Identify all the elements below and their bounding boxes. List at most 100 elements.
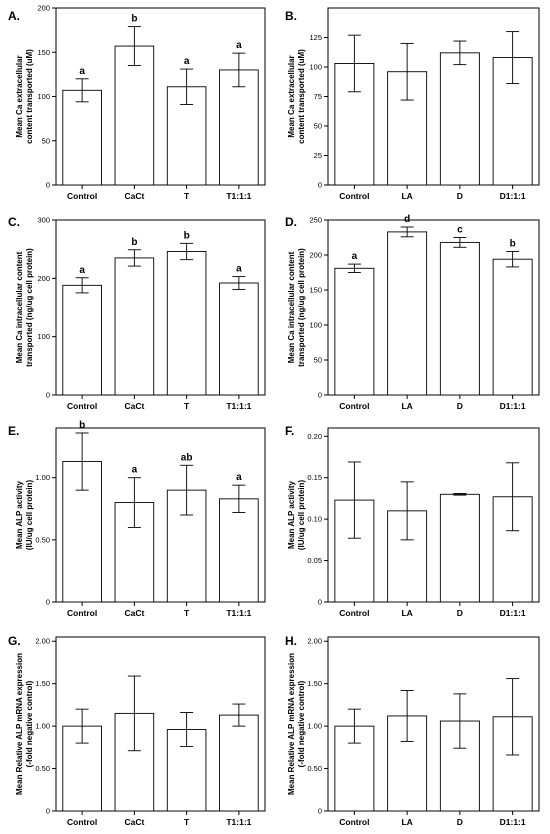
x-tick-label: T	[184, 401, 190, 411]
panel-label: G.	[8, 634, 21, 648]
plot-frame	[327, 219, 540, 396]
y-axis-label-line: Mean Ca intracellular content	[287, 251, 296, 363]
bar	[219, 498, 259, 603]
x-tick-label: Control	[339, 401, 369, 411]
y-tick-label: 0	[318, 391, 322, 400]
y-axis-label-line: (-fold negative control)	[297, 680, 306, 767]
y-tick-label: 75	[314, 92, 322, 101]
y-axis-label: Mean Ca extracellularcontent transported…	[287, 49, 306, 144]
bar	[114, 257, 155, 396]
y-axis-label-line: Mean Ca extracellular	[15, 55, 24, 137]
x-tick-label: D	[457, 401, 463, 411]
panel-d: D. 0 50 100 150 200 250 Mean Ca intracellular c…	[285, 214, 540, 411]
bar	[62, 284, 102, 396]
panel-a: A. 0 50 100 150 200 Mean Ca extracellularconte…	[8, 4, 266, 201]
y-tick-label: 0.20	[307, 432, 322, 441]
x-tick-label: LA	[401, 191, 412, 201]
plot-frame	[55, 219, 266, 396]
y-tick-label: 50	[314, 122, 322, 131]
y-tick-label: 2.00	[35, 637, 50, 646]
y-tick-label: 25	[314, 151, 322, 160]
significance-letter: ab	[181, 452, 193, 463]
significance-letter: a	[132, 465, 138, 476]
y-tick-label: 0.50	[307, 764, 322, 773]
y-tick-label: 1.00	[35, 473, 50, 482]
x-tick-label: D1:1:1	[500, 608, 526, 618]
y-axis-label-line: transported (ng/ug cell protein)	[25, 248, 34, 367]
y-axis-label: Mean Relative ALP mRNA expression(-fold …	[15, 653, 34, 795]
x-tick-label: T	[184, 817, 190, 827]
y-tick-label: 1.50	[35, 679, 50, 688]
y-tick-label: 0	[318, 598, 322, 607]
bar	[439, 241, 480, 396]
y-axis-label-line: (IU/ug cell protein)	[297, 480, 306, 551]
y-tick-label: 0	[46, 807, 50, 816]
y-tick-label: 300	[37, 216, 50, 225]
bar	[114, 45, 155, 186]
y-tick-label: 50	[42, 136, 50, 145]
y-tick-label: 125	[309, 33, 322, 42]
y-tick-label: 0.50	[35, 764, 50, 773]
y-tick-label: 0.50	[35, 535, 50, 544]
y-tick-label: 0.10	[307, 515, 322, 524]
significance-letter: b	[510, 239, 516, 250]
panel-label: C.	[8, 215, 20, 229]
y-axis-label-line: Mean Ca extracellular	[287, 55, 296, 137]
y-tick-label: 100	[309, 321, 322, 330]
y-tick-label: 0	[318, 807, 322, 816]
x-tick-label: D	[457, 191, 463, 201]
x-tick-label: T1:1:1	[226, 191, 251, 201]
x-tick-label: LA	[401, 817, 412, 827]
x-tick-label: D1:1:1	[500, 401, 526, 411]
y-axis-label-line: content transported (uM)	[297, 49, 306, 144]
y-tick-label: 0	[46, 598, 50, 607]
y-tick-label: 100	[309, 63, 322, 72]
y-tick-label: 0	[46, 181, 50, 190]
y-axis-label-line: Mean ALP activity	[287, 480, 296, 549]
bar	[439, 52, 480, 186]
y-tick-label: 100	[37, 332, 50, 341]
y-tick-label: 200	[37, 274, 50, 283]
y-axis-label-line: Mean ALP activity	[15, 480, 24, 549]
x-tick-label: T1:1:1	[226, 608, 251, 618]
bar	[439, 493, 480, 603]
y-axis-label: Mean Ca intracellular contenttransported…	[15, 248, 34, 367]
x-tick-label: T1:1:1	[226, 817, 251, 827]
significance-letter: b	[79, 420, 85, 431]
x-tick-label: Control	[339, 817, 369, 827]
y-tick-label: 0.15	[307, 473, 322, 482]
panel-label: H.	[285, 634, 297, 648]
bar	[387, 231, 428, 396]
x-tick-label: LA	[401, 401, 412, 411]
x-tick-label: CaCt	[124, 401, 144, 411]
bar	[387, 510, 428, 603]
bar	[166, 251, 207, 396]
y-axis-label-line: transported (ng/ug cell protein)	[297, 248, 306, 367]
y-axis-label-line: (IU/ug cell protein)	[25, 480, 34, 551]
y-axis-label: Mean Ca intracellular contenttransported…	[287, 248, 306, 367]
significance-letter: b	[131, 14, 137, 25]
y-tick-label: 2.00	[307, 637, 322, 646]
y-axis-label-line: Mean Relative ALP mRNA expression	[287, 653, 296, 795]
x-tick-label: T	[184, 608, 190, 618]
y-tick-label: 50	[314, 356, 322, 365]
x-tick-label: LA	[401, 608, 412, 618]
significance-letter: b	[184, 230, 190, 241]
x-tick-label: D1:1:1	[500, 817, 526, 827]
y-tick-label: 150	[309, 286, 322, 295]
x-tick-label: T	[184, 191, 190, 201]
y-tick-label: 1.00	[35, 722, 50, 731]
y-axis-label-line: Mean Ca intracellular content	[15, 251, 24, 363]
significance-letter: a	[79, 66, 85, 77]
y-axis-label: Mean ALP activity(IU/ug cell protein)	[287, 480, 306, 551]
panel-label: D.	[285, 215, 297, 229]
significance-letter: a	[236, 40, 242, 51]
y-axis-label: Mean ALP activity(IU/ug cell protein)	[15, 480, 34, 551]
significance-letter: c	[457, 225, 463, 236]
y-tick-label: 200	[309, 251, 322, 260]
